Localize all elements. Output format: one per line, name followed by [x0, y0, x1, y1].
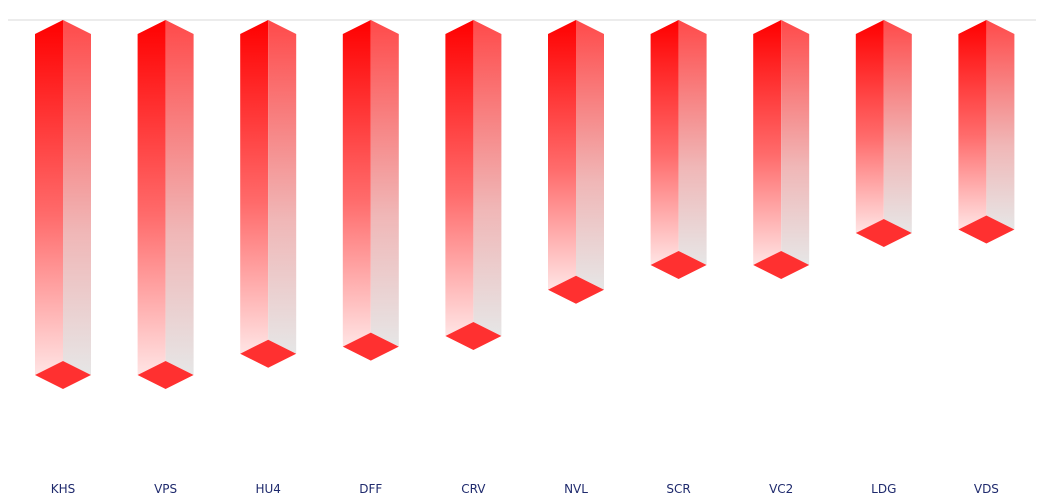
tick-label-crv: CRV [461, 482, 486, 496]
tick-label-ldg: LDG [871, 482, 896, 496]
bar-front-face [753, 20, 782, 265]
bar-cap [240, 339, 297, 368]
tick-label-vc2: VC2 [769, 482, 793, 496]
bar-vds [958, 20, 1015, 244]
bar-side-face [370, 20, 399, 347]
bar-front-face [445, 20, 474, 336]
bar-dff [342, 20, 399, 361]
bar-side-face [268, 20, 297, 354]
tick-label-vps: VPS [154, 482, 177, 496]
bar-front-face [342, 20, 371, 347]
bar-cap [548, 275, 604, 304]
tick-label-khs: KHS [51, 482, 76, 496]
bar-cap [137, 361, 194, 389]
tick-label-hu4: HU4 [255, 482, 280, 496]
bar-cap [650, 250, 707, 279]
bar-ldg [855, 20, 912, 247]
bar-hu4 [240, 20, 297, 368]
bar-front-face [650, 20, 679, 265]
tick-label-vds: VDS [974, 482, 999, 496]
bar-crv [445, 20, 502, 350]
bar-vc2 [753, 20, 810, 279]
bar-khs [35, 20, 91, 389]
bars-group [35, 20, 1015, 389]
bar-front-face [35, 20, 63, 375]
tick-label-scr: SCR [666, 482, 690, 496]
bar-front-face [240, 20, 269, 354]
bar-side-face [576, 20, 604, 290]
bar-front-face [958, 20, 987, 230]
bar-side-face [473, 20, 502, 336]
bar-side-face [678, 20, 707, 265]
tick-labels-group: KHS VPS HU4 DFF CRV NVL SCR VC2 LDG VDS [51, 482, 999, 496]
bar-cap [342, 332, 399, 361]
bar-front-face [855, 20, 884, 233]
bar-side-face [781, 20, 810, 265]
bar-cap [958, 215, 1015, 244]
bar-nvl [548, 20, 604, 304]
tick-label-nvl: NVL [564, 482, 588, 496]
bar-cap [753, 250, 810, 279]
bar-front-face [137, 20, 166, 375]
bar-front-face [548, 20, 576, 290]
bar-cap [35, 361, 91, 389]
bar-side-face [63, 20, 91, 375]
bar-cap [855, 219, 912, 247]
bar-side-face [165, 20, 194, 375]
bar-vps [137, 20, 194, 389]
bar-scr [650, 20, 707, 279]
bar-cap [445, 321, 502, 350]
bar-side-face [883, 20, 912, 233]
tick-label-dff: DFF [359, 482, 382, 496]
bar-side-face [986, 20, 1015, 230]
